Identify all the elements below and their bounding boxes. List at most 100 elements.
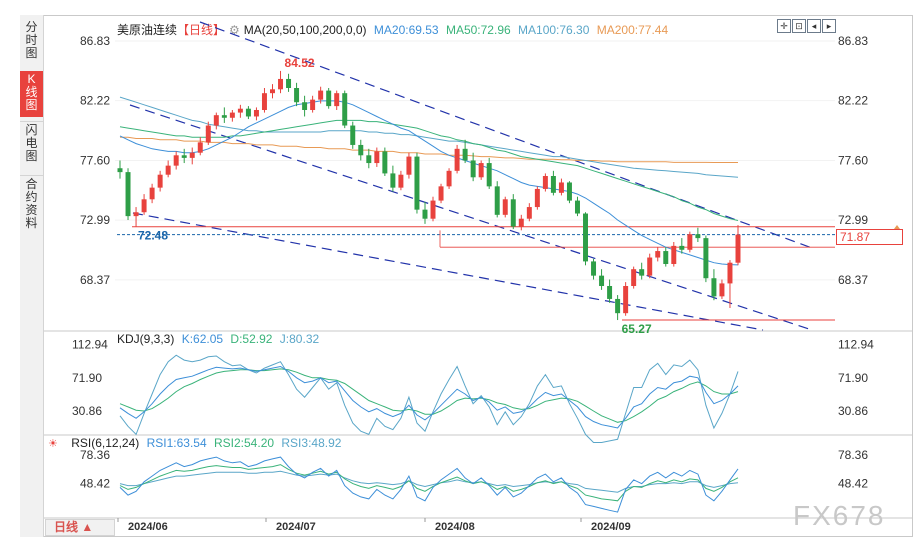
channel-line-1	[129, 104, 813, 331]
candle-body	[446, 170, 452, 187]
channel-line-0	[199, 21, 813, 249]
candle-body	[173, 155, 179, 166]
candle-body	[205, 125, 211, 143]
candle-body	[261, 93, 267, 110]
indicator-switch-icon[interactable]: ☀	[48, 438, 58, 450]
ma-label: MA(20,50,100,200,0,0)	[243, 23, 367, 37]
kdj-tick-right: 112.94	[838, 338, 874, 352]
candle-body	[502, 199, 508, 215]
channel-line-2	[132, 212, 764, 331]
watermark: FX678	[793, 500, 886, 531]
ma50-value: MA50:72.96	[445, 23, 511, 37]
left-tab-bar: 分时图 K线图 闪电图 合约资料	[20, 15, 44, 537]
candle-body	[558, 182, 564, 193]
y-tick-label-right: 72.99	[838, 213, 868, 227]
candle-body	[245, 108, 251, 117]
kdj-tick-right: 71.90	[838, 371, 868, 385]
candle-body	[470, 160, 476, 178]
candle-body	[566, 182, 572, 201]
y-tick-label-left: 77.60	[80, 153, 110, 167]
left-level-annotation: 72.48	[138, 229, 168, 243]
candle-body	[350, 125, 356, 145]
ma50-line	[119, 119, 739, 221]
main-legend: 美原油连续【日线】 ⚙ MA(20,50,100,200,0,0) MA20:69.…	[117, 21, 672, 38]
candle-body	[639, 269, 645, 276]
candle-body	[494, 186, 500, 215]
x-tick-label: 2024/08	[435, 521, 475, 533]
candle-body	[518, 218, 524, 227]
candle-body	[542, 176, 548, 189]
candle-body	[221, 115, 227, 118]
candle-body	[550, 176, 556, 193]
x-tick-label: 2024/07	[276, 521, 316, 533]
candle-body	[687, 234, 693, 250]
rsi-label: RSI(6,12,24)	[71, 436, 140, 450]
candle-body	[454, 148, 460, 171]
candle-body	[318, 90, 324, 100]
candle-body	[615, 298, 621, 314]
y-tick-label-left: 72.99	[80, 213, 110, 227]
ma20-value: MA20:69.53	[373, 23, 439, 37]
tab-shandian[interactable]: 闪电图	[20, 121, 43, 169]
next-icon[interactable]: ▸	[822, 19, 836, 33]
rsi-tick-left: 48.42	[80, 476, 110, 490]
candle-body	[671, 245, 677, 264]
ma200-value: MA200:77.44	[596, 23, 669, 37]
candle-body	[382, 151, 388, 174]
candle-body	[486, 163, 492, 187]
kdj-j-line	[119, 354, 739, 443]
candle-body	[278, 78, 284, 90]
candle-body	[583, 213, 588, 262]
settings-icon[interactable]: ⚙	[229, 23, 240, 37]
candle-body	[510, 199, 516, 227]
low-annotation: 65.27	[622, 322, 652, 336]
candle-body	[623, 286, 629, 314]
kdj-j: J:80.32	[279, 332, 320, 346]
candle-body	[414, 156, 420, 210]
rsi3-value: RSI3:48.92	[281, 436, 342, 450]
candle-body	[133, 212, 139, 217]
tab-fenshi[interactable]: 分时图	[25, 20, 38, 60]
candle-body	[526, 207, 532, 219]
candle-body	[125, 172, 131, 217]
period-switch-tab[interactable]: 日线 ▲	[45, 519, 115, 536]
kdj-tick-right: 30.86	[838, 404, 868, 418]
candle-body	[334, 93, 340, 107]
ma20-line	[119, 100, 739, 266]
chart-toolbar: ✛ ⊡ ◂ ▸	[777, 19, 836, 33]
crosshair-icon[interactable]: ✛	[777, 19, 791, 33]
candle-body	[237, 108, 243, 113]
candle-body	[374, 151, 380, 164]
ma200-line	[120, 136, 738, 163]
candle-body	[591, 261, 597, 276]
candle-body	[719, 283, 725, 297]
candle-body	[294, 88, 300, 103]
candle-body	[406, 156, 412, 175]
kdj-tick-left: 71.90	[72, 371, 102, 385]
candle-body	[141, 199, 147, 213]
x-tick-label: 2024/09	[591, 521, 631, 533]
rsi2-line	[119, 464, 739, 502]
y-tick-label-right: 68.37	[838, 273, 868, 287]
candle-body	[390, 173, 396, 188]
prev-icon[interactable]: ◂	[807, 19, 821, 33]
candle-body	[711, 278, 717, 297]
candle-body	[253, 110, 259, 117]
candle-body	[149, 187, 155, 200]
tab-kline[interactable]: K线图	[20, 71, 43, 117]
candle-body	[181, 155, 187, 158]
tab-heyue[interactable]: 合约资料	[20, 175, 43, 233]
kdj-k-line	[119, 365, 739, 429]
current-price-box: 71.87	[836, 229, 903, 245]
candle-body	[366, 155, 372, 164]
candle-body	[679, 245, 685, 250]
rsi-legend: ☀ RSI(6,12,24) RSI1:63.54 RSI2:54.20 RSI…	[48, 436, 345, 450]
candle-body	[157, 174, 163, 188]
instrument-title: 美原油连续	[117, 23, 178, 37]
ma100-value: MA100:76.30	[518, 23, 590, 37]
fit-icon[interactable]: ⊡	[792, 19, 806, 33]
candle-body	[703, 238, 709, 279]
kdj-d-line	[119, 368, 739, 423]
period-label[interactable]: 【日线】	[177, 23, 226, 37]
